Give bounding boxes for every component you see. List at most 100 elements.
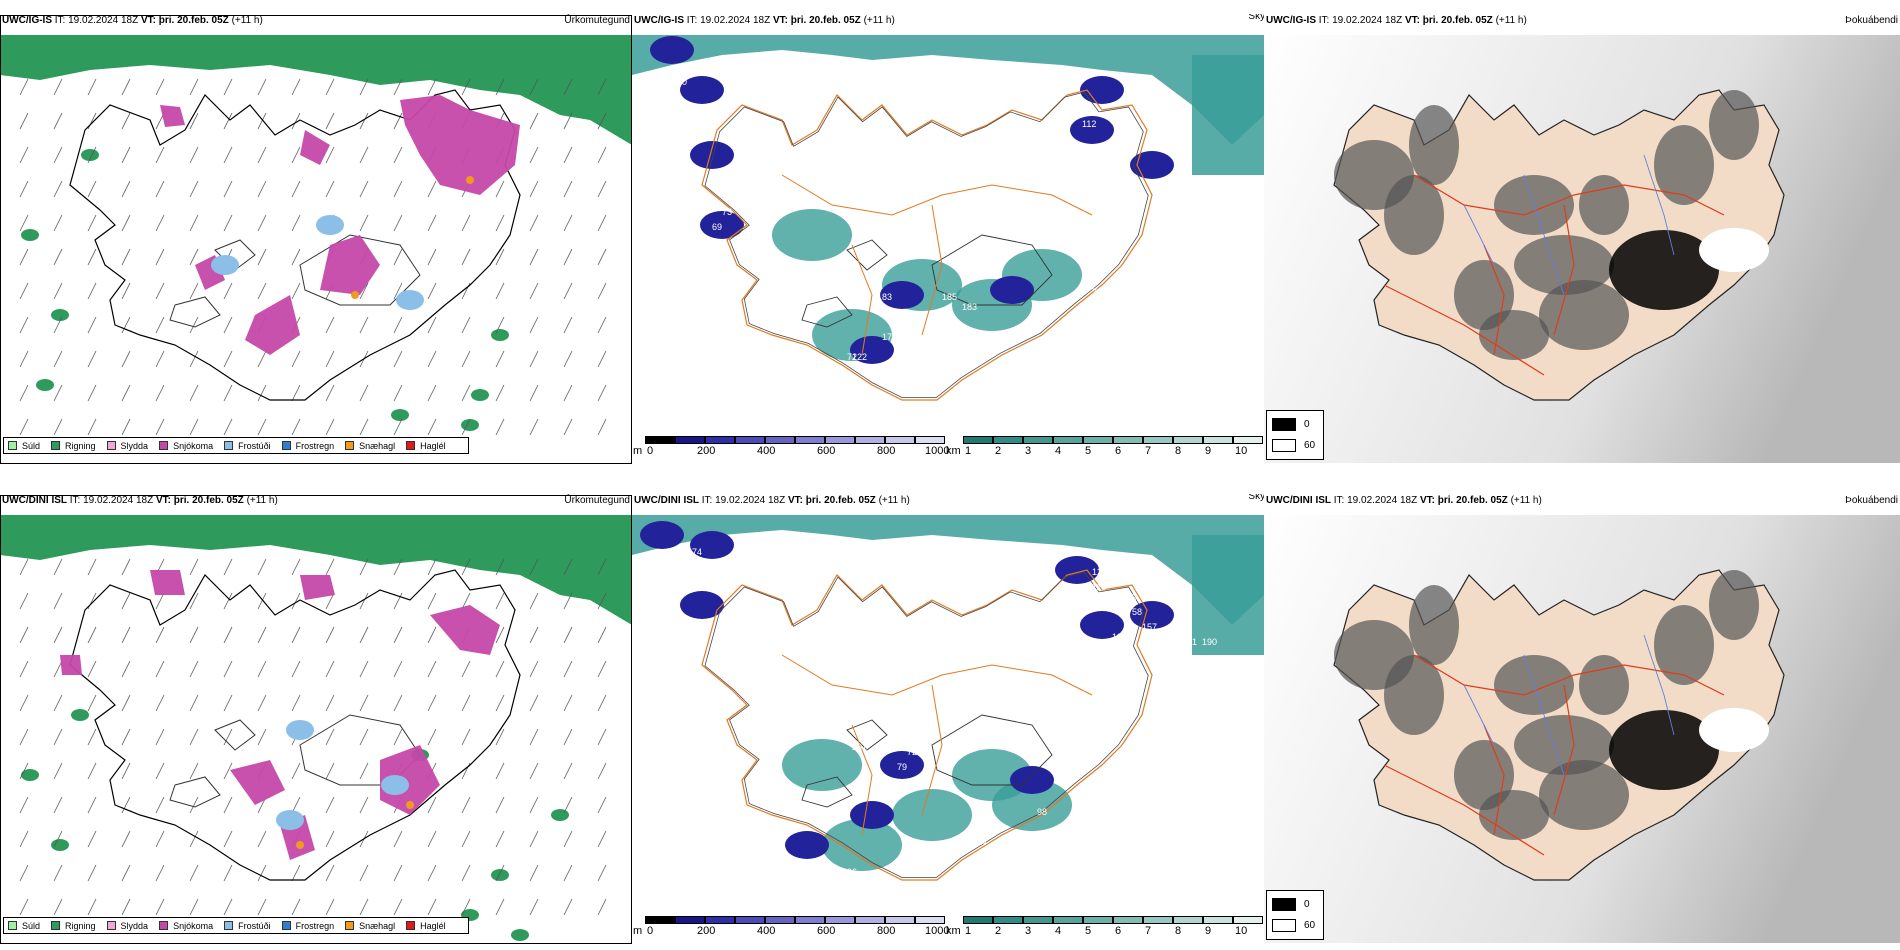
- wind-barb: [257, 146, 267, 164]
- colorbar-tick: 4: [1055, 925, 1062, 937]
- fog-legend-swatch: [1272, 919, 1296, 932]
- panel-type-label: Þokuábendi: [1845, 15, 1898, 26]
- wind-barb: [597, 112, 607, 130]
- rain-area: [471, 389, 489, 401]
- ceiling-label: 104: [902, 907, 917, 917]
- colorbar-segment: [765, 916, 795, 924]
- wind-barb: [427, 592, 437, 610]
- wind-barb: [427, 384, 437, 402]
- wind-barb: [427, 660, 437, 678]
- wind-barb: [121, 830, 131, 848]
- snow-area: [160, 105, 185, 127]
- colorbar-segment: [963, 916, 993, 924]
- ceiling-label: 78: [757, 175, 767, 185]
- colorbar-segment: [885, 436, 915, 444]
- wind-barb: [291, 112, 301, 130]
- wind-barb: [155, 282, 165, 300]
- wind-barb: [121, 112, 131, 130]
- wind-barb: [461, 214, 471, 232]
- ceiling-label: 101: [1022, 327, 1037, 337]
- wind-barb: [121, 316, 131, 334]
- colorbar-unit: m: [633, 925, 643, 937]
- wind-barb: [223, 214, 233, 232]
- wind-barb: [359, 214, 369, 232]
- fog-legend-label: 60: [1304, 440, 1316, 451]
- rain-area: [491, 869, 509, 881]
- low-ceiling-area: [1080, 611, 1124, 639]
- wind-barb: [461, 864, 471, 882]
- wind-barb: [495, 180, 505, 198]
- low-visibility-area: [1192, 55, 1264, 175]
- wind-barb: [155, 180, 165, 198]
- wind-barb: [461, 898, 471, 916]
- wind-barb: [393, 830, 403, 848]
- wind-barb: [53, 214, 63, 232]
- ceiling-label: 72: [847, 352, 857, 362]
- wind-barb: [19, 248, 29, 266]
- wind-barb: [257, 660, 267, 678]
- wind-barb: [19, 830, 29, 848]
- coastline: [69, 569, 521, 881]
- colorbar-tick: 400: [757, 445, 776, 457]
- legend-label: Haglél: [420, 920, 446, 931]
- low-visibility-area: [772, 209, 852, 261]
- ceiling-label: 162: [802, 567, 817, 577]
- legend-item: Frostregn: [281, 441, 334, 451]
- wind-barb: [223, 660, 233, 678]
- colorbar-tick: 1000: [925, 445, 950, 457]
- colorbar-segment: [855, 436, 885, 444]
- colorbar-tick: 8: [1175, 445, 1182, 457]
- wind-barb: [427, 248, 437, 266]
- wind-barb: [461, 316, 471, 334]
- wind-barb: [393, 78, 403, 96]
- wind-barb: [121, 248, 131, 266]
- wind-barb: [461, 728, 471, 746]
- wind-barb: [359, 384, 369, 402]
- low-visibility-area: [1192, 535, 1264, 655]
- wind-barb: [189, 350, 199, 368]
- low-ceiling-area: [880, 281, 924, 309]
- ceiling-label: 208: [1147, 647, 1162, 657]
- wind-barb: [427, 350, 437, 368]
- rain-area: [21, 229, 39, 241]
- wind-barb: [563, 796, 573, 814]
- ceiling-label: 104: [962, 352, 977, 362]
- wind-barb: [121, 78, 131, 96]
- wind-barb: [495, 728, 505, 746]
- wind-barb: [427, 796, 437, 814]
- ceiling-label: 92: [767, 562, 777, 572]
- wind-barb: [359, 418, 369, 436]
- legend-label: Frostúði: [238, 920, 271, 931]
- colorbar-segment: [1203, 916, 1233, 924]
- wind-barb: [529, 78, 539, 96]
- wind-barb: [529, 626, 539, 644]
- wind-barb: [19, 728, 29, 746]
- wind-barb: [597, 558, 607, 576]
- wind-barb: [87, 694, 97, 712]
- colorbar-segment: [1173, 916, 1203, 924]
- wind-barb: [597, 728, 607, 746]
- snow-area: [300, 130, 330, 165]
- wind-barb: [155, 384, 165, 402]
- wind-barb: [223, 282, 233, 300]
- rain-area: [36, 379, 54, 391]
- panel-header: UWC/DINI ISL IT: 19.02.2024 18Z VT: þri.…: [634, 494, 1264, 508]
- legend-label: Rigning: [65, 440, 96, 451]
- snow-area: [400, 95, 520, 195]
- legend-swatch: [51, 921, 61, 930]
- wind-barb: [19, 350, 29, 368]
- wind-barb: [19, 146, 29, 164]
- legend-label: Snæhagl: [359, 440, 396, 451]
- wind-barb: [121, 898, 131, 916]
- wind-barb: [53, 180, 63, 198]
- colorbar-segment: [795, 436, 825, 444]
- wind-barb: [529, 660, 539, 678]
- ceiling-label: 190: [1202, 637, 1217, 647]
- legend-swatch: [281, 441, 291, 450]
- wind-barb: [155, 78, 165, 96]
- wind-barb: [291, 214, 301, 232]
- ceiling-label: 120: [1092, 567, 1107, 577]
- wind-barb: [529, 830, 539, 848]
- panel-ceiling-row2: UWC/DINI ISL IT: 19.02.2024 18Z VT: þri.…: [632, 494, 1264, 942]
